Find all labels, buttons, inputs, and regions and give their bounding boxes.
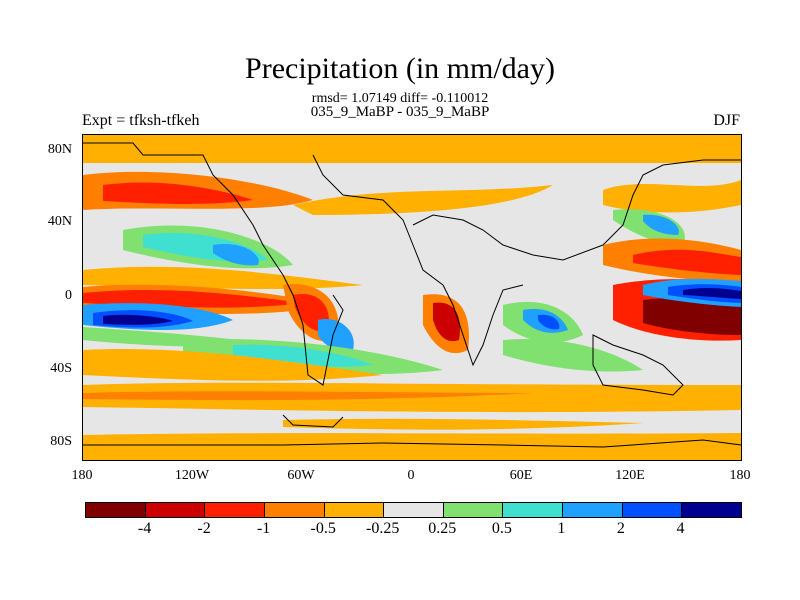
- chart-title: Precipitation (in mm/day): [245, 52, 555, 85]
- stats-line: rmsd= 1.07149 diff= -0.110012: [311, 91, 489, 106]
- colorbar-swatch: [324, 503, 385, 517]
- colorbar-swatch: [384, 503, 444, 517]
- x-tick-180-left: 180: [71, 468, 93, 483]
- colorbar-label: 4: [676, 520, 685, 537]
- y-tick-80n: 80N: [47, 142, 72, 157]
- experiment-line: 035_9_MaBP - 035_9_MaBP: [310, 104, 490, 120]
- colorbar-swatch: [682, 503, 742, 517]
- x-tick-120e: 120E: [615, 468, 645, 483]
- colorbar-swatch: [205, 503, 265, 517]
- x-tick-180-right: 180: [729, 468, 751, 483]
- season-label: DJF: [713, 112, 740, 129]
- colorbar-swatch: [145, 503, 206, 517]
- y-tick-0: 0: [65, 288, 72, 303]
- colorbar-label: 0.25: [428, 520, 457, 537]
- x-tick-60w: 60W: [287, 468, 315, 483]
- colorbar-swatch: [443, 503, 504, 517]
- y-tick-40n: 40N: [47, 214, 72, 229]
- colorbar-label: 2: [616, 520, 625, 537]
- colorbar-swatch: [503, 503, 564, 517]
- colorbar-label: 0.5: [491, 520, 512, 537]
- y-tick-80s: 80S: [50, 434, 72, 449]
- x-tick-120w: 120W: [174, 468, 210, 483]
- colorbar-label: -4: [137, 520, 152, 537]
- colorbar-swatch: [264, 503, 325, 517]
- colorbar-label: -1: [256, 520, 271, 537]
- colorbar-swatch: [563, 503, 623, 517]
- colorbar-label: -0.25: [366, 520, 400, 537]
- precip-map: [83, 135, 741, 460]
- map-panel: [82, 134, 742, 461]
- x-tick-60e: 60E: [509, 468, 533, 483]
- x-tick-0: 0: [407, 468, 415, 483]
- expt-label: Expt = tfksh-tfkeh: [82, 112, 200, 129]
- colorbar-label: -2: [197, 520, 211, 537]
- colorbar-swatch: [622, 503, 683, 517]
- colorbar-swatch: [86, 503, 146, 517]
- y-tick-40s: 40S: [50, 361, 72, 376]
- colorbar: [85, 502, 742, 518]
- colorbar-label: -0.5: [310, 520, 336, 537]
- colorbar-label: 1: [557, 520, 566, 537]
